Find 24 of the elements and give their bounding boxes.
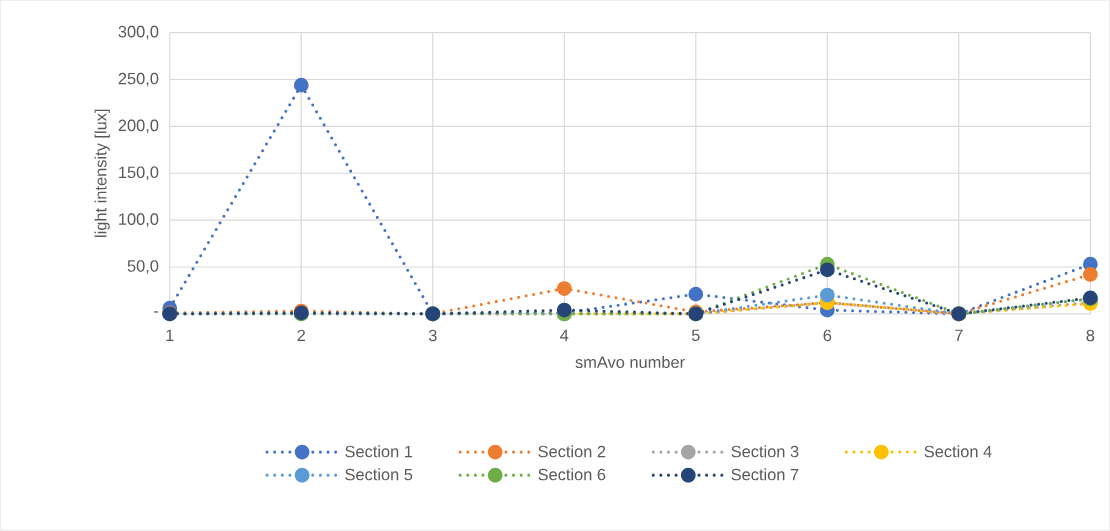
legend-label: Section 2: [538, 445, 606, 458]
x-tick-label: 6: [823, 329, 832, 342]
legend-label: Section 7: [731, 468, 799, 481]
y-tick-label: -: [154, 311, 159, 313]
y-tick-label: 250,0: [118, 72, 159, 87]
legend-label: Section 6: [538, 468, 606, 481]
legend-label: Section 3: [731, 445, 799, 458]
x-tick-label: 5: [691, 329, 700, 342]
x-tick-label: 2: [297, 329, 306, 342]
x-tick-label: 3: [428, 329, 437, 342]
x-tick-label: 4: [560, 329, 569, 342]
x-axis-title: smAvo number: [575, 356, 685, 369]
legend-label: Section 1: [345, 445, 413, 458]
legend-label: Section 4: [924, 445, 992, 458]
y-tick-label: 200,0: [118, 119, 159, 134]
y-tick-label: 50,0: [127, 260, 159, 274]
x-tick-label: 1: [166, 329, 174, 342]
y-axis-title: light intensity [lux]: [94, 109, 110, 238]
y-tick-label: 100,0: [119, 213, 159, 228]
y-tick-label: 150,0: [119, 166, 159, 181]
y-tick-label: 300,0: [118, 26, 159, 40]
legend-label: Section 5: [345, 468, 413, 481]
x-tick-label: 8: [1086, 329, 1095, 342]
x-tick-label: 7: [955, 329, 963, 342]
